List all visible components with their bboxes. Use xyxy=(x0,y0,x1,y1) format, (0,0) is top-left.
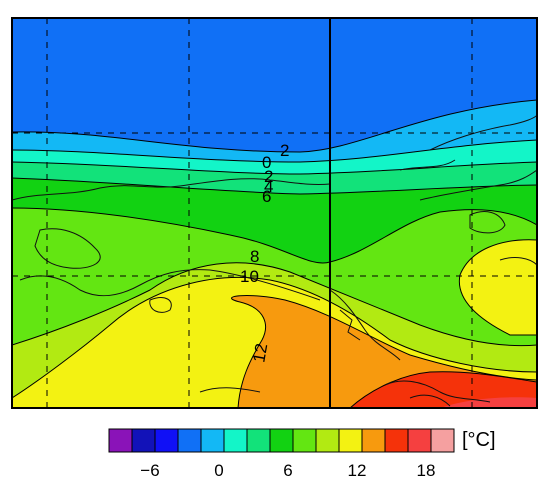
contour-label: 2 xyxy=(264,167,273,186)
colorbar-cell xyxy=(361,428,386,453)
colorbar-unit-label: [°C] xyxy=(462,429,496,451)
colorbar-tick-label: −6 xyxy=(140,461,159,480)
contour-label: 0 xyxy=(262,153,271,172)
colorbar-cell xyxy=(223,428,248,453)
colorbar xyxy=(108,428,455,453)
colorbar-cell xyxy=(246,428,271,453)
contour-label: 6 xyxy=(262,187,271,206)
colorbar-tick-label: 18 xyxy=(417,461,436,480)
coastlines xyxy=(12,114,537,407)
contour-label: 4 xyxy=(264,177,273,196)
colorbar-cell xyxy=(407,428,432,453)
colorbar-cell xyxy=(154,428,179,453)
colorbar-cell xyxy=(177,428,202,453)
colorbar-cell xyxy=(108,428,133,453)
contour-label: 12 xyxy=(249,342,271,364)
colorbar-tick-label: 0 xyxy=(214,461,223,480)
contour-label: 10 xyxy=(240,267,259,286)
contour-label: 8 xyxy=(250,247,259,266)
colorbar-cell xyxy=(384,428,409,453)
contour-lines xyxy=(12,99,537,408)
gridlines xyxy=(12,18,537,408)
colorbar-tick-label: 12 xyxy=(348,461,367,480)
contour-label: 2 xyxy=(280,141,289,160)
band-deep-red xyxy=(440,397,537,408)
colorbar-cell xyxy=(269,428,294,453)
contour-labels: 2 0 2 4 6 8 10 12 xyxy=(240,141,289,364)
colorbar-cell xyxy=(131,428,156,453)
colorbar-tick-label: 6 xyxy=(283,461,292,480)
colorbar-cell xyxy=(315,428,340,453)
map-frame xyxy=(11,17,538,409)
colorbar-cell xyxy=(430,428,455,453)
map-panel xyxy=(12,18,537,408)
colorbar-cell xyxy=(338,428,363,453)
colorbar-cell xyxy=(200,428,225,453)
band-yellow-right xyxy=(459,239,537,335)
colorbar-cell xyxy=(292,428,317,453)
colorbar-ticks: −6 0 6 12 18 xyxy=(140,461,435,480)
